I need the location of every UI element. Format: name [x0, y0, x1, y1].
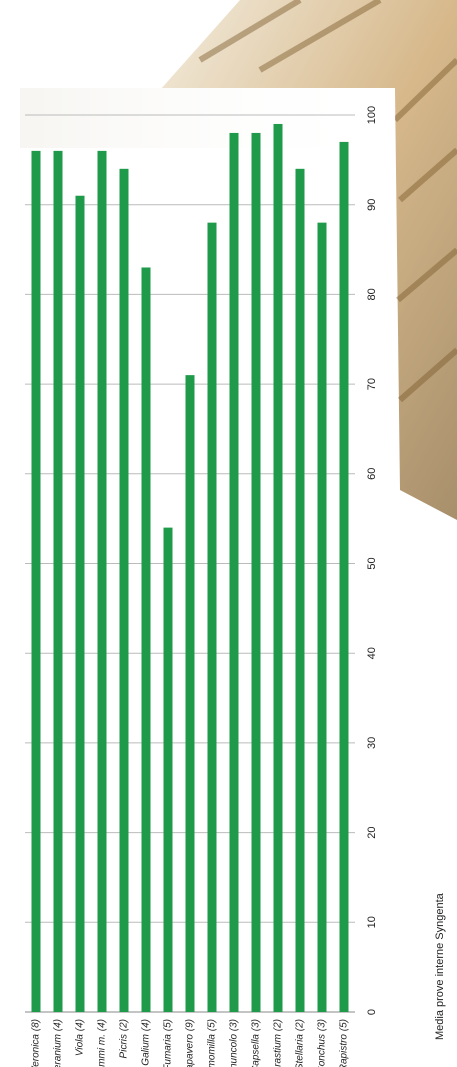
- y-tick-label: 100: [366, 106, 378, 124]
- y-tick-label: 60: [366, 468, 378, 480]
- x-tick-label: Ranuncolo (3): [229, 1019, 240, 1067]
- x-tick-label: Fumaria (5): [163, 1019, 174, 1067]
- x-tick-label: Capsella (3): [251, 1019, 262, 1067]
- bar: [295, 168, 305, 1012]
- bar: [75, 195, 85, 1013]
- bar: [53, 150, 63, 1012]
- bar: [163, 527, 173, 1012]
- y-tick-label: 10: [366, 916, 378, 928]
- y-tick-label: 0: [366, 1009, 378, 1015]
- bar: [207, 222, 217, 1012]
- wheat-decoration: [160, 0, 457, 520]
- x-tick-label: Geranium (4): [53, 1019, 64, 1067]
- bar: [97, 150, 107, 1012]
- x-tick-label: Stellaria (2): [295, 1019, 306, 1067]
- bar: [251, 132, 261, 1012]
- x-tick-label: Viola (4): [75, 1019, 86, 1056]
- plot-area: 0 10 20 30 40 50 60 70 80 90 100 Veronica (8) Gerani…: [25, 106, 378, 1067]
- x-tick-label: Ammi m. (4): [97, 1019, 108, 1067]
- y-tick-label: 20: [366, 826, 378, 838]
- wheat-stalks: [198, 0, 457, 403]
- x-tick-label: Cerastium (2): [273, 1019, 284, 1067]
- bar: [317, 222, 327, 1012]
- y-tick-label: 40: [366, 647, 378, 659]
- x-tick-label: Papavero (9): [185, 1019, 196, 1067]
- bar: [339, 141, 349, 1012]
- plot-fade: [20, 88, 395, 148]
- bar: [141, 267, 151, 1012]
- y-tick-label: 90: [366, 199, 378, 211]
- y-tick-label: 50: [366, 557, 378, 569]
- source-note: Media prove interne Syngenta: [434, 892, 446, 1040]
- x-tick-label: Rapistro (5): [339, 1019, 350, 1067]
- bar: [31, 150, 41, 1012]
- x-tick-label: Veronica (8): [31, 1019, 42, 1067]
- bar: [119, 168, 129, 1012]
- x-tick-label: Picris (2): [119, 1019, 130, 1058]
- x-tick-label: Sonchus (3): [317, 1019, 328, 1067]
- y-tick-label: 80: [366, 288, 378, 300]
- bar: [273, 123, 283, 1013]
- bar: [185, 375, 195, 1012]
- x-tick-label: Galium (4): [141, 1019, 152, 1066]
- x-tick-label: Camomilla (5): [207, 1019, 218, 1067]
- bar: [229, 132, 239, 1012]
- y-tick-label: 70: [366, 378, 378, 390]
- y-tick-label: 30: [366, 737, 378, 749]
